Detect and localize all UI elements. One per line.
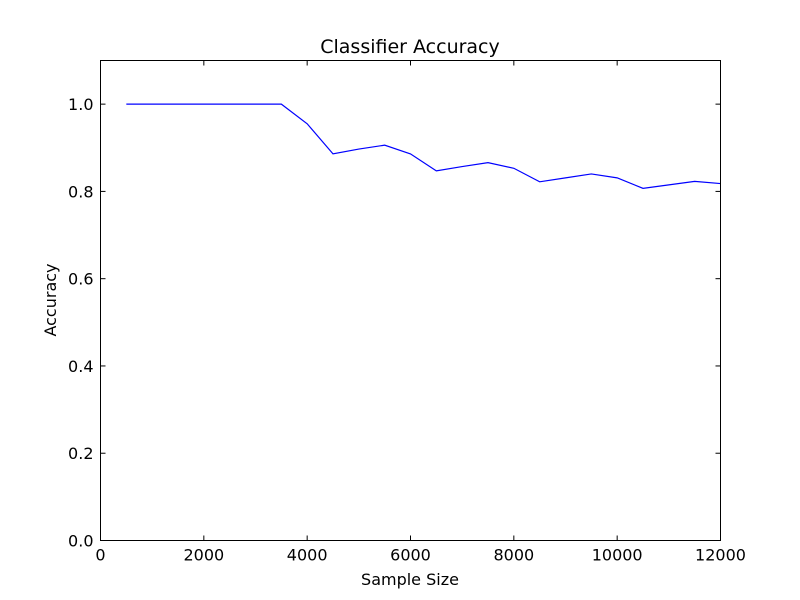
y-tick-label: 0.4 <box>68 357 93 376</box>
chart-title: Classifier Accuracy <box>320 36 500 58</box>
x-tick-label: 8000 <box>493 546 534 565</box>
x-tick-label: 2000 <box>183 546 224 565</box>
x-tick-label: 12000 <box>695 546 746 565</box>
x-tick-label: 10000 <box>592 546 643 565</box>
y-tick-label: 1.0 <box>68 95 93 114</box>
y-tick-label: 0.8 <box>68 182 93 201</box>
series-layer <box>126 103 721 189</box>
x-tick-label: 4000 <box>287 546 328 565</box>
y-axis-label: Accuracy <box>41 263 60 336</box>
series-line <box>126 103 721 189</box>
x-tick-label: 6000 <box>390 546 431 565</box>
y-tick-label: 0.2 <box>68 444 93 463</box>
x-axis-label: Sample Size <box>361 570 459 589</box>
plot-frame <box>100 60 721 541</box>
x-tick-label: 0 <box>95 546 105 565</box>
y-tick-label: 0.0 <box>68 532 93 551</box>
y-tick-label: 0.6 <box>68 270 93 289</box>
x-axis-ticks: 0 2000 4000 6000 8000 10000 12000 <box>95 60 746 565</box>
y-axis-ticks: 0.0 0.2 0.4 0.6 0.8 1.0 <box>68 95 721 551</box>
